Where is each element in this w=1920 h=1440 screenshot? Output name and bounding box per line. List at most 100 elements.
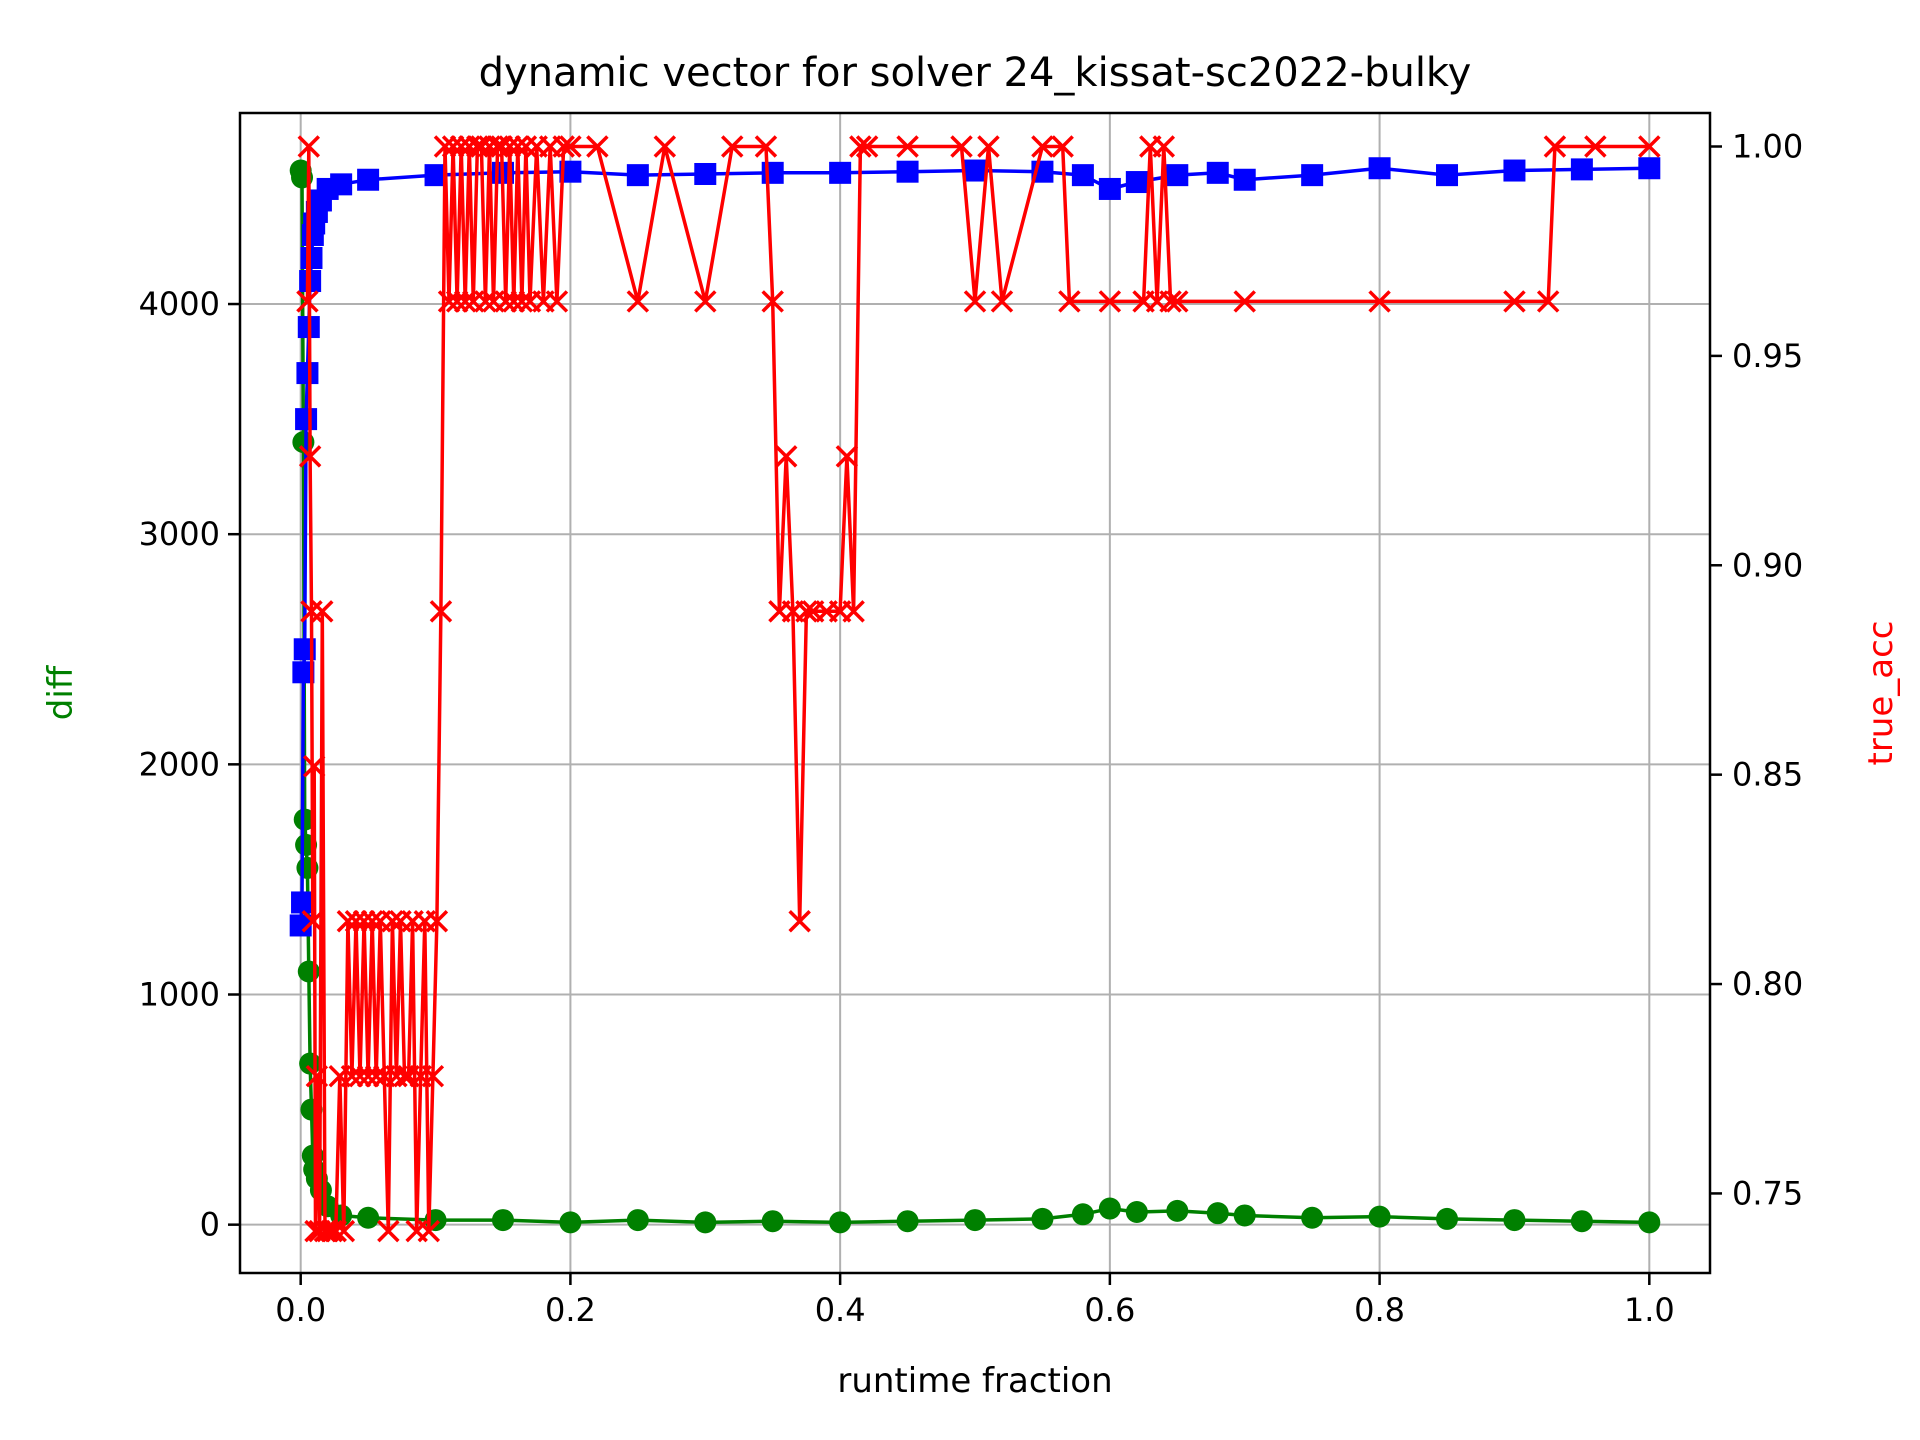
data-point <box>1638 1211 1661 1234</box>
data-point <box>754 135 778 158</box>
data-point <box>1503 1209 1526 1232</box>
data-point <box>829 1211 852 1234</box>
data-point <box>795 600 818 623</box>
y-right-tick-label: 0.75 <box>1732 1174 1803 1212</box>
y-left-tick-label: 1000 <box>139 976 220 1014</box>
data-point <box>360 909 384 933</box>
data-point <box>453 290 477 313</box>
data-point <box>761 290 784 313</box>
data-point <box>364 1064 388 1088</box>
data-point <box>1543 135 1567 158</box>
data-point <box>559 1211 582 1234</box>
data-point <box>1233 290 1256 313</box>
data-point <box>896 135 919 158</box>
x-tick-label: 0.4 <box>815 1291 866 1329</box>
data-point <box>559 160 582 183</box>
data-point <box>964 1209 986 1232</box>
data-point <box>1638 157 1661 180</box>
data-point <box>289 914 312 937</box>
data-point <box>336 909 360 933</box>
data-point <box>1071 1203 1094 1226</box>
chart-title: dynamic vector for solver 24_kissat-sc20… <box>479 50 1472 96</box>
y-axis-right-label: true_acc <box>1861 621 1901 766</box>
data-point <box>470 135 493 158</box>
data-point <box>964 159 986 182</box>
data-point <box>626 290 650 313</box>
x-tick-label: 0.2 <box>545 1291 596 1329</box>
data-point <box>950 135 973 158</box>
series-2 <box>296 135 1661 1243</box>
data-point <box>348 1064 372 1088</box>
data-point <box>1436 164 1459 187</box>
data-point <box>849 135 872 158</box>
data-point <box>498 135 521 158</box>
data-point <box>721 135 744 158</box>
series-line <box>305 144 1650 1233</box>
data-point <box>421 1064 445 1088</box>
y-right-tick-label: 1.00 <box>1732 128 1803 166</box>
axis-ticks: 0.0 0.2 0.4 0.6 0.8 1.0010002000300040000.750… <box>139 128 1804 1329</box>
data-point <box>302 755 326 778</box>
data-point <box>429 600 453 623</box>
data-point <box>292 661 315 684</box>
data-point <box>829 161 852 184</box>
data-point <box>296 290 319 313</box>
x-tick-label: 0.0 <box>275 1291 326 1329</box>
data-point <box>1570 158 1593 181</box>
y-right-tick-label: 0.80 <box>1732 965 1803 1003</box>
data-point <box>761 1210 784 1233</box>
data-point <box>425 909 449 933</box>
y-right-tick-label: 0.95 <box>1732 337 1803 375</box>
data-point <box>445 290 469 313</box>
data-point <box>424 164 447 187</box>
data-point <box>1584 135 1607 158</box>
data-point <box>1233 1204 1256 1227</box>
data-point <box>494 290 517 313</box>
data-point <box>559 135 582 158</box>
data-point <box>1125 171 1148 194</box>
data-point <box>1152 135 1176 158</box>
data-point <box>295 408 318 431</box>
y-right-tick-label: 0.90 <box>1732 546 1803 584</box>
data-point <box>305 1064 329 1088</box>
data-point <box>356 1064 380 1088</box>
data-point <box>1570 1210 1593 1233</box>
data-point <box>417 1219 441 1243</box>
data-point <box>1368 157 1391 180</box>
data-point <box>774 445 798 468</box>
data-point <box>352 909 376 933</box>
data-point <box>313 1219 337 1243</box>
data-point <box>324 1219 347 1243</box>
data-point <box>977 135 1000 158</box>
data-point <box>1503 159 1526 182</box>
y-left-tick-label: 2000 <box>139 745 220 783</box>
data-point <box>300 600 323 623</box>
data-point <box>357 1206 380 1229</box>
data-point <box>1206 161 1229 184</box>
data-point <box>1051 135 1074 158</box>
data-point <box>291 891 314 914</box>
data-point <box>502 290 526 313</box>
data-point <box>311 600 334 623</box>
data-point <box>963 290 987 313</box>
data-point <box>316 1219 339 1243</box>
data-point <box>1098 177 1121 200</box>
data-point <box>433 135 457 158</box>
y-left-tick-label: 3000 <box>139 515 220 553</box>
data-point <box>474 290 497 313</box>
series-0 <box>289 159 1661 1234</box>
data-point <box>1166 290 1189 313</box>
data-point <box>1166 164 1189 187</box>
data-point <box>1368 1205 1391 1228</box>
data-point <box>1206 1202 1229 1225</box>
data-point <box>1638 135 1661 158</box>
x-tick-label: 0.6 <box>1084 1291 1135 1329</box>
x-tick-label: 1.0 <box>1624 1291 1675 1329</box>
data-point <box>340 1064 364 1088</box>
x-axis-label: runtime fraction <box>837 1361 1112 1401</box>
data-point <box>377 1219 400 1243</box>
data-point <box>1503 290 1526 313</box>
data-point <box>393 1064 416 1088</box>
y-left-tick-label: 0 <box>200 1206 220 1244</box>
data-point <box>449 135 473 158</box>
